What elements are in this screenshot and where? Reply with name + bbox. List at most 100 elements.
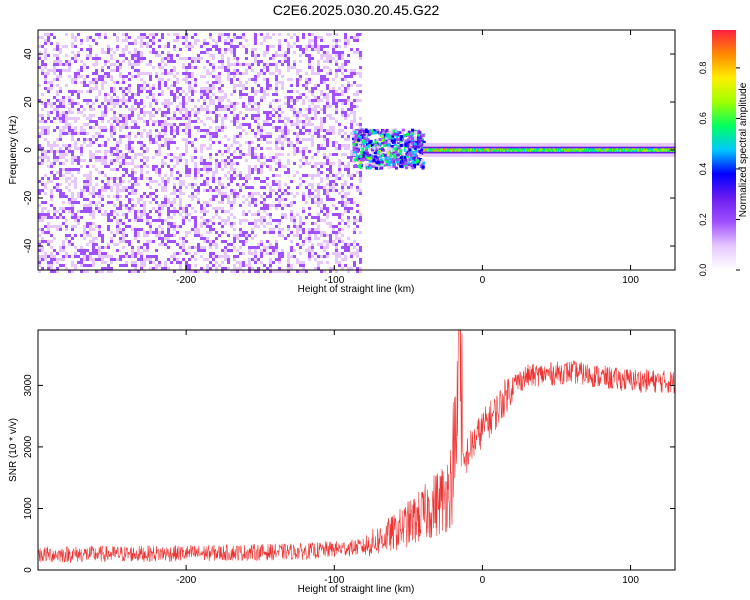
spectrogram-cell: [296, 246, 299, 249]
spectrogram-cell: [41, 66, 44, 69]
spectrogram-cell: [38, 240, 41, 243]
spectrogram-cell: [266, 255, 269, 258]
spectrogram-cell: [143, 228, 146, 231]
spectrogram-cell: [167, 132, 170, 135]
spectrogram-cell: [182, 42, 185, 45]
spectrogram-cell: [215, 120, 218, 123]
spectrogram-cell: [44, 78, 47, 81]
spectrogram-cell: [194, 81, 197, 84]
spectrogram-cell: [167, 180, 170, 183]
spectrogram-cell: [164, 69, 167, 72]
spectrogram-cell: [53, 216, 56, 219]
spectrogram-cell: [191, 90, 194, 93]
spectrogram-cell: [263, 198, 266, 201]
spectrogram-cell: [227, 75, 230, 78]
spectrogram-cell: [113, 138, 116, 141]
spectrogram-cell: [62, 255, 65, 258]
spectrogram-cell: [224, 255, 227, 258]
spectrogram-cell: [152, 219, 155, 222]
spectrogram-cell: [227, 33, 230, 36]
spectrogram-cell: [86, 150, 89, 153]
spectrogram-cell: [290, 114, 293, 117]
spectrogram-cell: [134, 255, 137, 258]
spectrogram-cell: [236, 135, 239, 138]
spectrogram-cell: [194, 126, 197, 129]
spectrogram-cell: [320, 243, 323, 246]
spectrogram-cell: [134, 177, 137, 180]
spectrogram-cell: [80, 150, 83, 153]
spectrogram-cell: [179, 231, 182, 234]
spectrogram-cell: [101, 42, 104, 45]
spectrogram-cell: [62, 222, 65, 225]
spectrogram-cell: [128, 132, 131, 135]
spectrogram-cell: [176, 225, 179, 228]
spectrogram-cell: [281, 129, 284, 132]
spectrogram-cell: [218, 234, 221, 237]
spectrogram-cell: [50, 258, 53, 261]
spectrogram-cell: [257, 78, 260, 81]
spectrogram-cell: [125, 132, 128, 135]
spectrogram-cell: [104, 210, 107, 213]
spectrogram-cell: [38, 201, 41, 204]
spectrogram-cell: [275, 78, 278, 81]
spectrogram-cell: [263, 129, 266, 132]
spectrogram-cell: [119, 114, 122, 117]
spectrogram-cell: [215, 237, 218, 240]
spectrogram-cell: [122, 156, 125, 159]
spectrogram-cell: [74, 120, 77, 123]
spectrogram-cell: [194, 147, 197, 150]
spectrogram-cell: [113, 174, 116, 177]
spectrogram-cell: [182, 66, 185, 69]
spectrogram-cell: [134, 114, 137, 117]
spectrogram-cell: [194, 210, 197, 213]
spectrogram-cell: [125, 258, 128, 261]
spectrogram-cell: [308, 150, 311, 153]
spectrogram-cell: [185, 147, 188, 150]
spectrogram-cell: [134, 192, 137, 195]
spectrogram-cell: [311, 93, 314, 96]
spectrogram-cell: [53, 96, 56, 99]
spectrogram-cell: [44, 240, 47, 243]
spectrogram-cell: [308, 156, 311, 159]
spectrogram-cell: [83, 186, 86, 189]
spectrogram-cell: [59, 51, 62, 54]
spectrogram-cell: [248, 174, 251, 177]
spectrogram-cell: [80, 54, 83, 57]
spectrogram-cell: [110, 165, 113, 168]
spectrogram-cell: [158, 93, 161, 96]
spectrogram-cell: [86, 270, 89, 273]
spectrogram-cell: [317, 126, 320, 129]
spectrogram-cell: [167, 78, 170, 81]
spectrogram-cell: [89, 36, 92, 39]
spectrogram-cell: [266, 45, 269, 48]
spectrogram-cell: [206, 39, 209, 42]
spectrogram-cell: [119, 198, 122, 201]
spectrogram-cell: [221, 270, 224, 273]
spectrogram-cell: [74, 36, 77, 39]
spectrogram-cell: [65, 264, 68, 267]
spectrogram-cell: [74, 72, 77, 75]
spectrogram-cell: [308, 120, 311, 123]
spectrogram-cell: [269, 264, 272, 267]
spectrogram-cell: [68, 36, 71, 39]
spectrogram-cell: [293, 81, 296, 84]
spectrogram-cell: [131, 111, 134, 114]
spectrogram-cell: [161, 60, 164, 63]
spectrogram-cell: [170, 129, 173, 132]
spectrogram-cell: [317, 66, 320, 69]
spectrogram-cell: [296, 102, 299, 105]
spectrogram-cell: [113, 186, 116, 189]
spectrogram-cell: [59, 108, 62, 111]
spectrogram-cell: [287, 258, 290, 261]
spectrogram-cell: [122, 258, 125, 261]
spectrogram-cell: [269, 141, 272, 144]
spectrogram-cell: [320, 186, 323, 189]
spectrogram-cell: [230, 81, 233, 84]
spectrogram-cell: [191, 39, 194, 42]
spectrogram-cell: [170, 93, 173, 96]
spectrogram-cell: [188, 246, 191, 249]
spectrogram-cell: [107, 216, 110, 219]
spectrogram-cell: [320, 39, 323, 42]
spectrogram-cell: [158, 45, 161, 48]
spectrogram-cell: [299, 252, 302, 255]
